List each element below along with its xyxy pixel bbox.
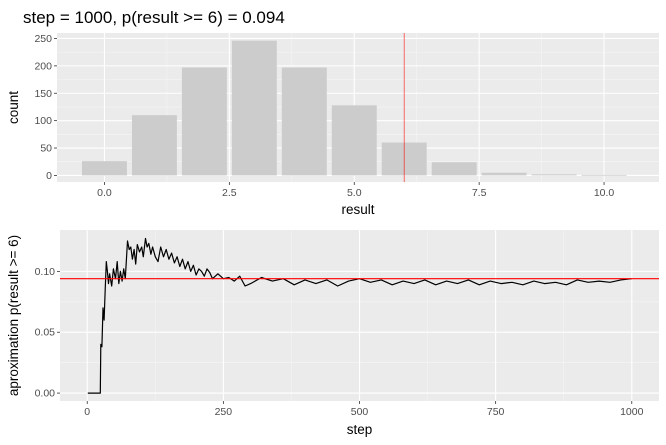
x-tick-label: 10.0	[594, 187, 615, 199]
approximation-line-panel: 0.00 0.05 0.10 0 250 500 750 1000 step aproximati…	[6, 230, 659, 437]
y-axis-label: aproximation p(result >= 6)	[6, 235, 21, 396]
chart-title: step = 1000, p(result >= 6) = 0.094	[23, 8, 285, 27]
x-tick-label: 5.0	[347, 187, 362, 199]
x-tick-label: 750	[487, 406, 505, 418]
y-tick-label: 50	[40, 143, 52, 155]
bar	[281, 67, 327, 176]
approximation-line	[87, 237, 632, 394]
y-tick-label: 200	[34, 60, 52, 72]
x-tick-label: 0.0	[97, 187, 112, 199]
bar	[81, 161, 127, 176]
x-tick-label: 7.5	[472, 187, 487, 199]
y-tick-label: 0	[46, 170, 52, 182]
bar	[181, 67, 227, 176]
result-histogram-panel: 0 50 100 150 200 250 0.0 2.5 5.0 7.5 10.0 result cou…	[6, 33, 659, 217]
y-tick-label: 0.00	[35, 388, 56, 400]
bar	[431, 162, 477, 176]
bar	[131, 115, 177, 176]
y-tick-label: 100	[34, 115, 52, 127]
y-tick-label: 0.05	[35, 327, 56, 339]
x-axis-label: result	[341, 202, 374, 217]
bar	[531, 174, 577, 176]
x-tick-label: 1000	[620, 406, 644, 418]
bar	[481, 172, 527, 176]
x-tick-label: 0	[84, 406, 90, 418]
x-axis-label: step	[347, 422, 373, 437]
bar	[231, 40, 277, 176]
x-tick-label: 500	[351, 406, 369, 418]
y-tick-label: 0.10	[35, 266, 56, 278]
x-tick-label: 2.5	[222, 187, 237, 199]
bar	[581, 174, 627, 176]
y-axis-label: count	[6, 91, 21, 124]
y-tick-label: 150	[34, 88, 52, 100]
x-tick-label: 250	[215, 406, 233, 418]
bar	[331, 105, 377, 176]
y-tick-label: 250	[34, 33, 52, 45]
